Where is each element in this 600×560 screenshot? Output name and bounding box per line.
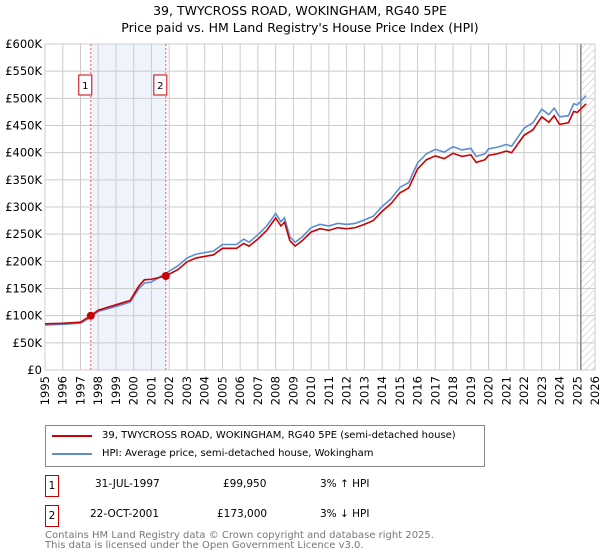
y-tick-label: £350K	[5, 173, 42, 187]
x-tick-label: 2014	[375, 376, 389, 405]
x-tick-label: 2006	[233, 376, 247, 405]
sale-marker-label: 2	[157, 81, 163, 92]
legend-hpi: HPI: Average price, semi-detached house,…	[102, 448, 374, 459]
chart-svg: £0 £50K £100K £150K £200K £250K £300K £350K £400…	[5, 37, 600, 405]
x-tick-label: 2018	[446, 376, 460, 405]
x-tick-label: 1996	[56, 376, 70, 405]
footer: Contains HM Land Registry data © Crown c…	[45, 531, 434, 551]
x-tick-label: 2008	[269, 376, 283, 405]
sale-marker-label: 1	[82, 81, 88, 92]
legend-property: 39, TWYCROSS ROAD, WOKINGHAM, RG40 5PE (…	[102, 430, 456, 441]
sale-marker-box	[78, 74, 93, 96]
x-tick-label: 2004	[198, 376, 212, 405]
x-tick-label: 2016	[411, 376, 425, 405]
x-tick-label: 1997	[73, 376, 87, 405]
transaction-num: 2	[45, 505, 59, 527]
x-tick-label: 2005	[215, 376, 229, 405]
transaction-row: 1 31-JUL-1997 £99,950 3% ↑ HPI	[45, 475, 445, 497]
transaction-price: £99,950	[223, 478, 267, 490]
x-tick-label: 2010	[304, 376, 318, 405]
chart-title: 39, TWYCROSS ROAD, WOKINGHAM, RG40 5PE	[153, 3, 447, 18]
transaction-date: 22-OCT-2001	[90, 508, 159, 520]
transaction-date: 31-JUL-1997	[95, 478, 160, 490]
x-tick-label: 2020	[482, 376, 496, 405]
x-tick-label: 2007	[251, 376, 265, 405]
hpi-line	[44, 95, 587, 326]
y-tick-label: £400K	[5, 146, 42, 160]
transaction-num: 1	[45, 475, 59, 497]
transaction-hpi: 3% ↓ HPI	[320, 508, 370, 520]
x-tick-label: 2021	[499, 376, 513, 405]
y-tick-label: £250K	[5, 227, 42, 241]
x-tick-label: 2001	[144, 376, 158, 405]
legend: 39, TWYCROSS ROAD, WOKINGHAM, RG40 5PE (…	[45, 425, 485, 467]
transaction-hpi: 3% ↑ HPI	[320, 478, 370, 490]
y-tick-label: £300K	[5, 200, 42, 214]
sale-marker-box	[153, 74, 168, 96]
x-tick-label: 2023	[535, 376, 549, 405]
x-tick-label: 2017	[428, 376, 442, 405]
x-tick-label: 2022	[517, 376, 531, 405]
legend-swatch-hpi	[52, 452, 92, 455]
sale-point	[86, 311, 95, 320]
x-tick-label: 2019	[464, 376, 478, 405]
y-tick-label: £200K	[5, 254, 42, 268]
x-tick-label: 2003	[180, 376, 194, 405]
x-tick-label: 2002	[162, 376, 176, 405]
y-tick-label: £150K	[5, 282, 42, 296]
chart-subtitle: Price paid vs. HM Land Registry's House …	[121, 20, 479, 35]
y-tick-label: £50K	[13, 336, 43, 350]
transaction-price: £173,000	[217, 508, 268, 520]
x-tick-label: 2024	[553, 376, 567, 405]
sale-point	[161, 272, 170, 281]
y-tick-label: £550K	[5, 64, 42, 78]
x-tick-label: 1995	[38, 376, 52, 405]
footer-line: This data is licensed under the Open Gov…	[45, 540, 364, 551]
y-tick-label: £600K	[5, 37, 42, 51]
x-tick-label: 2013	[357, 376, 371, 405]
legend-swatch-property	[52, 434, 92, 437]
x-tick-label: 2009	[286, 376, 300, 405]
y-tick-label: £100K	[5, 309, 42, 323]
transaction-row: 2 22-OCT-2001 £173,000 3% ↓ HPI	[45, 505, 445, 527]
y-tick-label: £500K	[5, 91, 42, 105]
x-tick-label: 1999	[109, 376, 123, 405]
property-line	[44, 103, 587, 325]
x-tick-label: 2012	[340, 376, 354, 405]
x-tick-label: 2015	[393, 376, 407, 405]
x-tick-label: 2026	[588, 376, 600, 405]
x-tick-label: 2000	[127, 376, 141, 405]
y-tick-label: £450K	[5, 119, 42, 133]
x-tick-label: 2025	[570, 376, 584, 405]
footer-line: Contains HM Land Registry data © Crown c…	[45, 530, 434, 541]
x-tick-label: 2011	[322, 376, 336, 405]
y-tick-label: £0	[27, 363, 42, 377]
x-tick-label: 1998	[91, 376, 105, 405]
